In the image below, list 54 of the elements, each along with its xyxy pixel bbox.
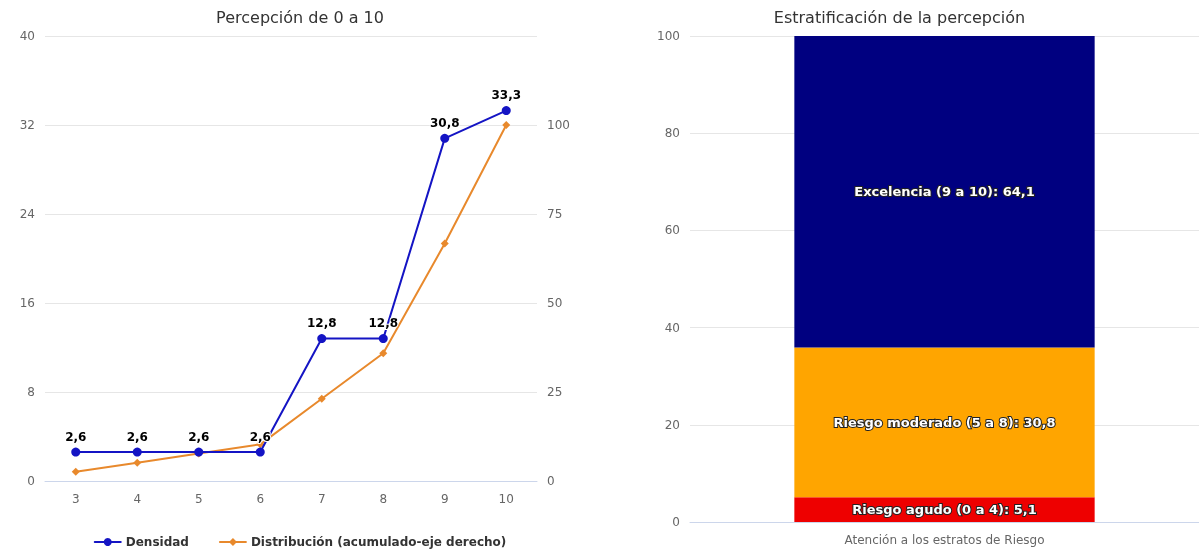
point xyxy=(71,467,80,476)
point xyxy=(132,447,142,457)
x-tick-label: 8 xyxy=(379,492,388,506)
y2-tick-label: 50 xyxy=(547,296,563,310)
x-tick-label: 10 xyxy=(498,492,514,506)
y-tick-label: 32 xyxy=(19,118,35,132)
data-label: 2,6 xyxy=(65,429,87,444)
point xyxy=(440,239,449,248)
y-tick-label: 0 xyxy=(27,474,35,488)
x-tick-label: Atención a los estratos de Riesgo xyxy=(844,533,1045,547)
point xyxy=(502,121,511,129)
data-label: 33,3 xyxy=(491,88,522,103)
point xyxy=(501,106,511,116)
x-tick-label: 4 xyxy=(133,492,142,506)
y-tick-label: 40 xyxy=(664,320,680,335)
legend-label: Distribución (acumulado-eje derecho) xyxy=(250,535,507,549)
x-tick-label: 5 xyxy=(194,492,203,506)
chart-title: Estratificación de la percepción xyxy=(773,7,1026,27)
y2-tick-label: 0 xyxy=(547,474,555,488)
x-tick-label: 7 xyxy=(317,492,326,506)
x-tick-label: 9 xyxy=(440,492,449,506)
data-label: 30,8 xyxy=(429,115,460,130)
y-tick-label: 20 xyxy=(664,417,680,432)
data-label: Excelencia (9 a 10): 64,1 xyxy=(854,184,1035,200)
point xyxy=(71,447,81,457)
data-label: Riesgo agudo (0 a 4): 5,1 xyxy=(852,502,1037,518)
y-tick-label: 16 xyxy=(19,296,35,310)
y-tick-label: 100 xyxy=(657,29,680,43)
bar xyxy=(794,347,1095,498)
y2-tick-label: 75 xyxy=(547,207,563,221)
y-tick-label: 24 xyxy=(19,207,35,221)
y-tick-label: 0 xyxy=(672,515,680,529)
data-label: 2,6 xyxy=(188,429,210,444)
data-label: Riesgo moderado (5 a 8): 30,8 xyxy=(833,414,1056,430)
x-tick-label: 3 xyxy=(71,492,80,506)
y-tick-label: 60 xyxy=(664,223,680,238)
point xyxy=(133,458,142,467)
y-tick-label: 8 xyxy=(27,385,35,399)
y-tick-label: 80 xyxy=(664,126,680,141)
y2-tick-label: 25 xyxy=(547,385,563,399)
y-tick-label: 40 xyxy=(19,29,35,43)
legend-label: Densidad xyxy=(125,535,189,549)
y2-tick-label: 100 xyxy=(547,118,570,132)
data-label: 2,6 xyxy=(126,429,148,444)
point xyxy=(379,349,388,358)
data-label: 12,8 xyxy=(306,316,337,331)
point xyxy=(378,334,388,344)
bar xyxy=(794,36,1095,348)
point xyxy=(440,133,450,143)
x-tick-label: 6 xyxy=(256,492,265,506)
point xyxy=(317,394,326,403)
chart-title: Percepción de 0 a 10 xyxy=(216,7,384,27)
point xyxy=(255,447,265,457)
point xyxy=(317,334,327,344)
